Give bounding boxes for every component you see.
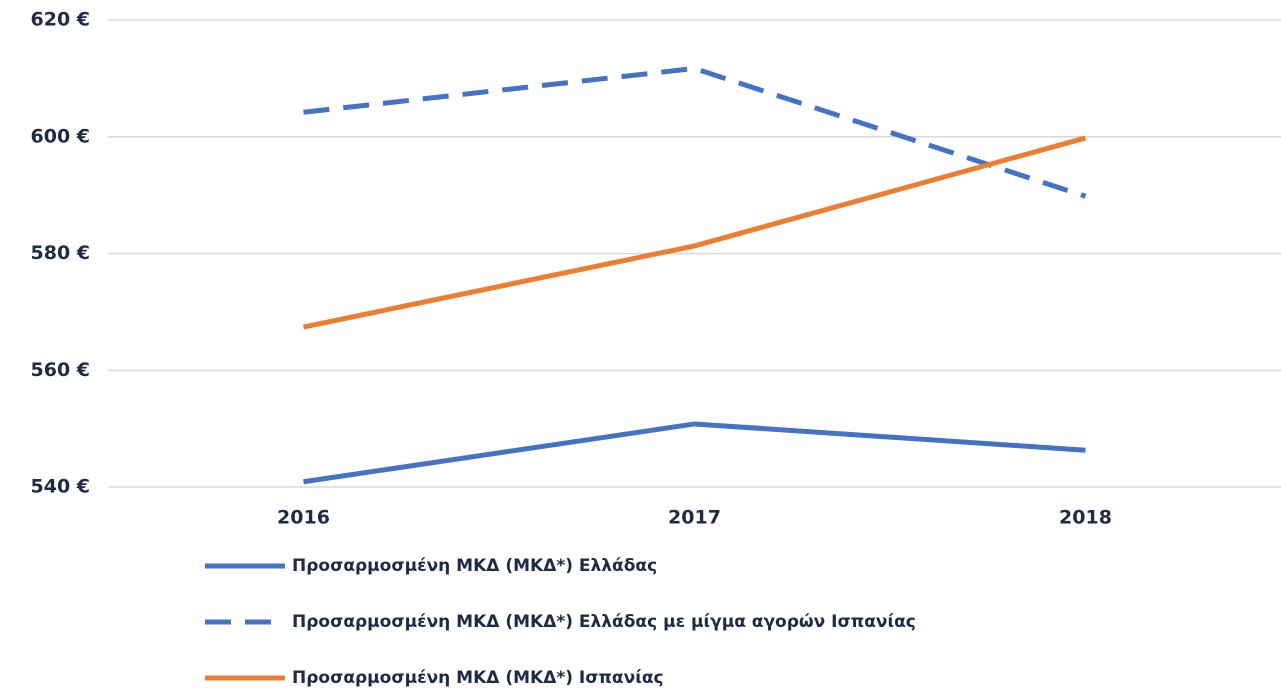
x-tick-label: 2017: [668, 507, 721, 529]
series-line: [303, 65, 1087, 199]
series-line: [302, 135, 1087, 330]
x-tick-label: 2018: [1059, 507, 1112, 529]
legend-label: Προσαρμοσμένη ΜΚΔ (ΜΚΔ*) Ελλάδας με μίγμ…: [292, 612, 916, 632]
y-tick-label: 540 €: [31, 476, 91, 498]
y-tick-label: 600 €: [31, 125, 91, 147]
y-tick-label: 620 €: [31, 9, 91, 31]
series-line: [303, 421, 1086, 485]
y-tick-label: 580 €: [31, 242, 91, 264]
legend-label: Προσαρμοσμένη ΜΚΔ (ΜΚΔ*) Ελλάδας: [292, 556, 657, 576]
y-tick-label: 560 €: [31, 359, 91, 381]
legend-label: Προσαρμοσμένη ΜΚΔ (ΜΚΔ*) Ισπανίας: [292, 668, 664, 688]
x-tick-label: 2016: [277, 507, 330, 529]
